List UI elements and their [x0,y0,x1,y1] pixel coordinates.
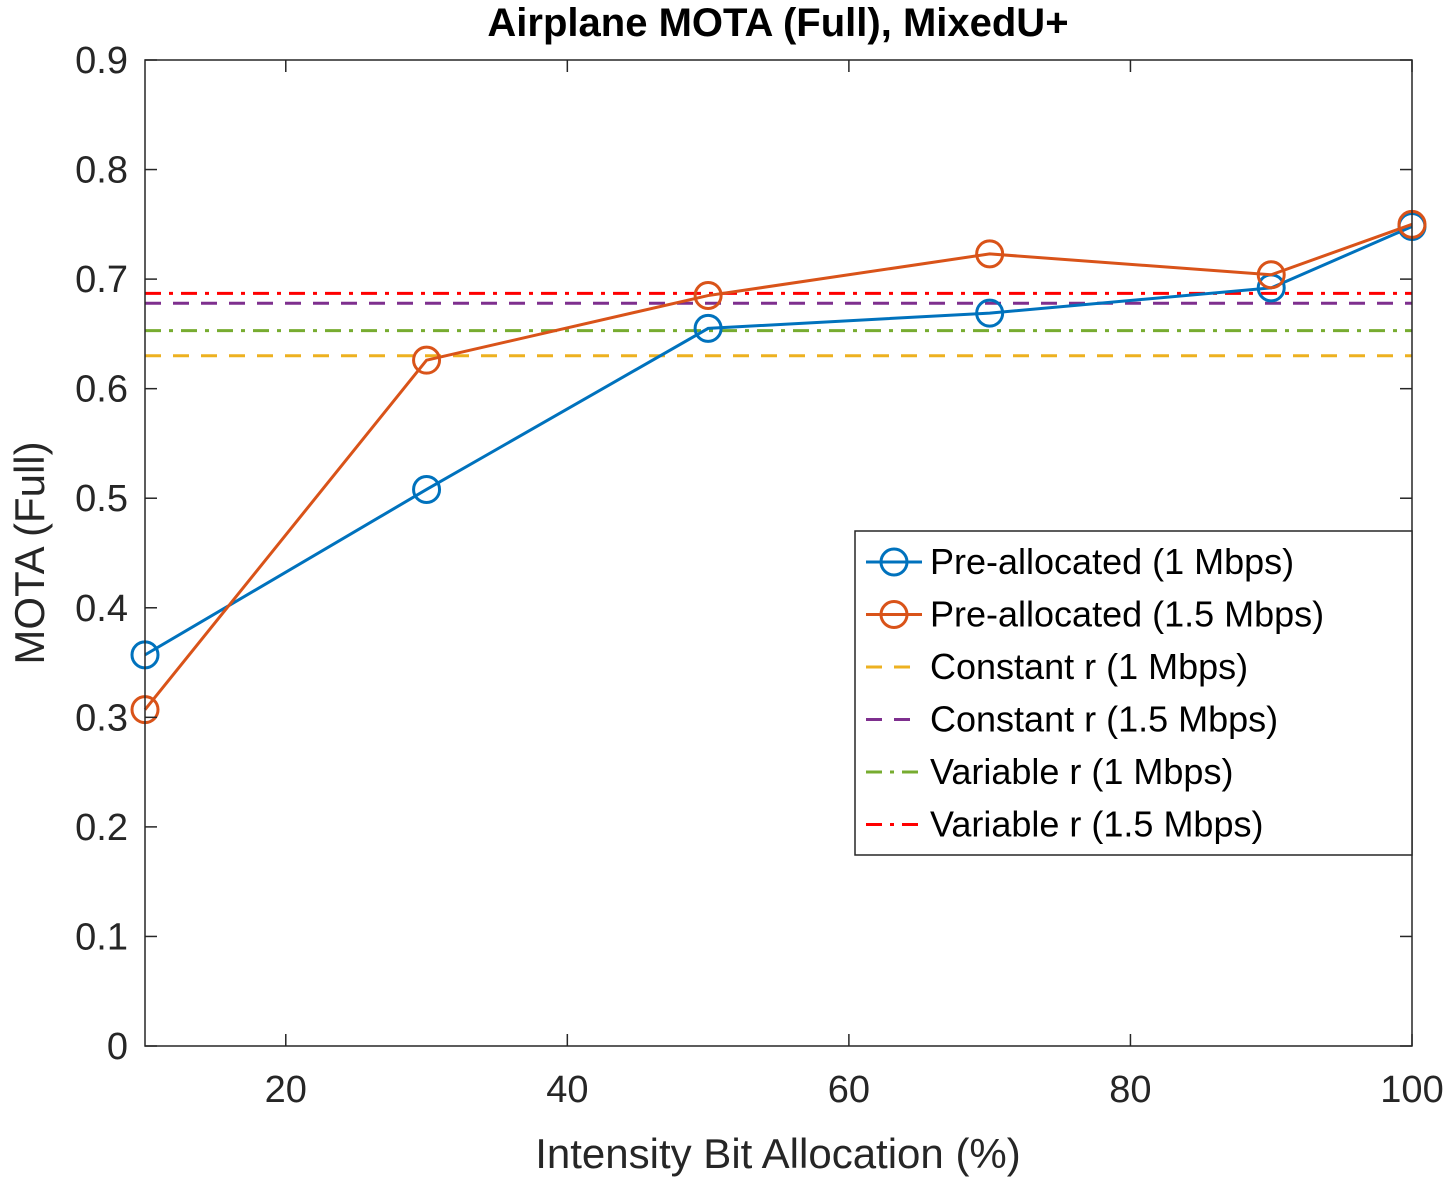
legend-label-pre-allocated-1-5-mbps: Pre-allocated (1.5 Mbps) [930,594,1324,635]
legend-marker-pre-allocated-1-5-mbps [879,600,909,629]
x-tick-label: 40 [546,1069,588,1111]
data-point-pre-allocated-1-5-mbps [975,239,1005,269]
legend: Pre-allocated (1 Mbps) Pre-allocated (1.5… [854,530,1413,856]
y-tick-label: 0.1 [75,916,128,958]
legend-label-pre-allocated-1-mbps: Pre-allocated (1 Mbps) [930,541,1294,582]
series-line-pre-allocated-1-mbps [144,225,1413,657]
y-tick-label: 0.7 [75,259,128,301]
x-tick-label: 20 [265,1069,307,1111]
chart-title: Airplane MOTA (Full), MixedU+ [487,1,1068,45]
legend-label-constant-r-1-5-mbps: Constant r (1.5 Mbps) [930,699,1278,740]
axes: 20 40 60 80 100 0 0.1 0.2 0.3 0.4 0.5 0.6 0.7 0.8 0.9 [75,40,1444,1111]
legend-label-constant-r-1-mbps: Constant r (1 Mbps) [930,646,1248,687]
x-tick-label: 80 [1109,1069,1151,1111]
x-axis-label: Intensity Bit Allocation (%) [535,1130,1021,1177]
legend-box [854,530,1413,856]
data-point-pre-allocated-1-5-mbps [1256,260,1286,290]
legend-label-variable-r-1-5-mbps: Variable r (1.5 Mbps) [930,804,1263,845]
legend-marker-pre-allocated-1-mbps [879,547,909,577]
x-tick-label: 60 [828,1069,870,1111]
data-point-pre-allocated-1-5-mbps [412,345,442,375]
y-tick-label: 0.8 [75,150,128,192]
data-point-pre-allocated-1-mbps [693,313,723,343]
y-tick-label: 0.5 [75,478,128,520]
y-axis-label: MOTA (Full) [6,441,53,664]
y-tick-label: 0.2 [75,807,128,849]
data-point-pre-allocated-1-mbps [412,474,442,504]
y-tick-label: 0.6 [75,369,128,411]
x-tick-label: 100 [1380,1069,1443,1111]
y-tick-label: 0.4 [75,588,128,630]
y-tick-label: 0.3 [75,697,128,739]
legend-label-variable-r-1-mbps: Variable r (1 Mbps) [930,751,1233,792]
series-line-pre-allocated-1-5-mbps [143,222,1413,711]
y-tick-label: 0 [107,1026,128,1068]
data-point-pre-allocated-1-5-mbps [693,281,723,311]
y-tick-label: 0.9 [75,40,128,82]
data-point-pre-allocated-1-mbps [975,298,1005,328]
